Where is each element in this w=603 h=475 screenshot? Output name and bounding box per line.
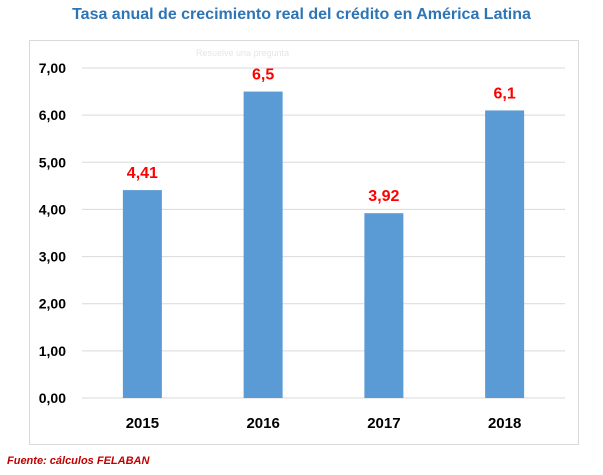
y-tick-label: 5,00 bbox=[39, 154, 66, 170]
y-tick-label: 6,00 bbox=[39, 107, 66, 123]
x-tick-label-2016: 2016 bbox=[246, 415, 279, 432]
y-tick-label: 1,00 bbox=[39, 343, 66, 359]
bar-2015 bbox=[122, 190, 162, 398]
x-tick-label-2017: 2017 bbox=[367, 415, 400, 432]
y-tick-label: 4,00 bbox=[39, 201, 66, 217]
watermark-text: Resuelve una pregunta bbox=[196, 48, 289, 58]
x-tick-label-2018: 2018 bbox=[488, 415, 521, 432]
chart-title: Tasa anual de crecimiento real del crédi… bbox=[72, 6, 531, 23]
source-note: Fuente: cálculos FELABAN bbox=[7, 455, 150, 467]
data-label-2016: 6,5 bbox=[252, 67, 274, 84]
y-tick-label: 7,00 bbox=[39, 60, 66, 76]
data-label-2018: 6,1 bbox=[494, 85, 516, 102]
y-tick-label: 0,00 bbox=[39, 390, 66, 406]
bar-2016 bbox=[243, 91, 283, 399]
y-tick-label: 3,00 bbox=[39, 249, 66, 265]
x-tick-label-2015: 2015 bbox=[126, 415, 159, 432]
bar-2017 bbox=[364, 213, 404, 398]
data-label-2017: 3,92 bbox=[368, 188, 399, 205]
bar-2018 bbox=[485, 110, 525, 398]
y-tick-label: 2,00 bbox=[39, 296, 66, 312]
data-label-2015: 4,41 bbox=[127, 165, 158, 182]
